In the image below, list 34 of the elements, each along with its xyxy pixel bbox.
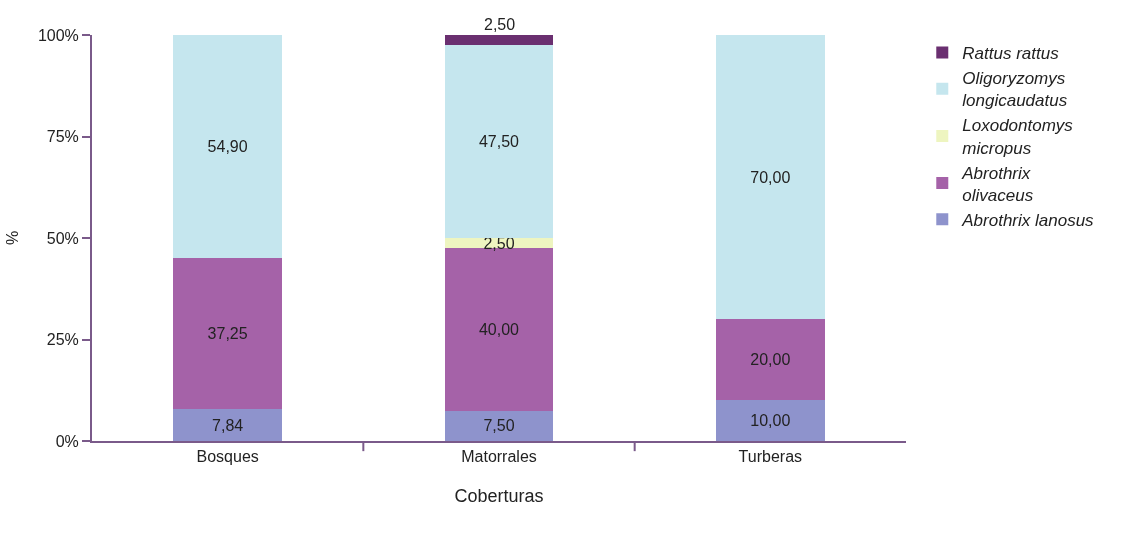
data-label: 70,00 [750, 168, 791, 186]
bar [173, 409, 282, 441]
bar [173, 257, 282, 410]
x-axis-title: Coberturas [454, 485, 544, 506]
y-tick-label: 75% [46, 128, 79, 146]
data-label: 37,25 [207, 325, 248, 343]
data-label: 54,90 [207, 137, 248, 155]
data-label: 7,84 [212, 416, 244, 434]
data-label: 7,50 [483, 417, 515, 435]
y-tick-label: 50% [46, 229, 79, 247]
bar [444, 45, 554, 238]
bar [444, 410, 554, 441]
y-axis-title: % [4, 230, 22, 246]
legend-label: Loxodontomys micropus [962, 116, 1074, 158]
y-tick-label: 25% [46, 331, 79, 349]
bar [173, 35, 282, 258]
bar [716, 400, 825, 441]
legend-label: Rattus rattus [962, 44, 1060, 64]
data-label: 10,00 [750, 412, 791, 430]
x-tick-label: Turberas [738, 448, 803, 466]
data-label: 47,50 [478, 133, 520, 151]
legend-label: Abrothrix olivaceus [961, 163, 1034, 205]
legend-label: Oligoryzomys longicaudatus [962, 69, 1068, 111]
x-tick-label: Bosques [196, 448, 259, 466]
bar [716, 319, 825, 401]
data-label: 40,00 [478, 320, 520, 338]
y-tick-label: 0% [55, 432, 79, 450]
data-label: 20,00 [750, 351, 791, 369]
bar [444, 35, 554, 46]
x-tick-label: Matorrales [461, 448, 537, 466]
bar [716, 35, 825, 320]
data-label: 2,50 [484, 16, 516, 33]
legend-label: Abrothrix lanosus [961, 210, 1095, 230]
y-tick-label: 100% [37, 26, 79, 44]
